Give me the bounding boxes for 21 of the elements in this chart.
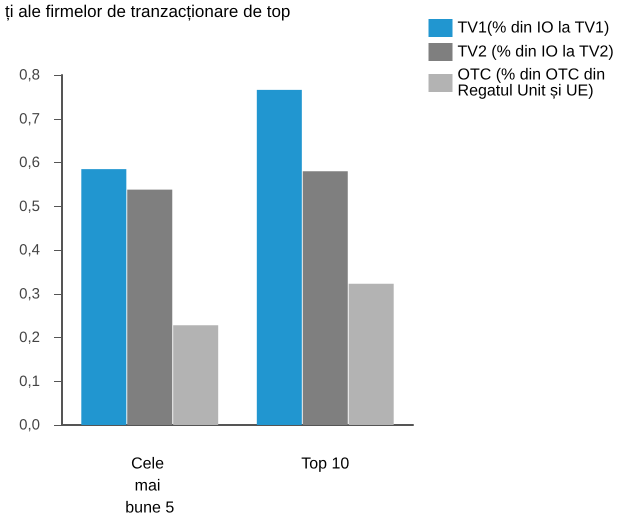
legend-label: TV2 (% din IO la TV2) xyxy=(458,44,614,60)
bar xyxy=(348,284,394,425)
y-tick-label: 0,2 xyxy=(19,329,40,346)
y-tick-label: 0,7 xyxy=(19,110,40,128)
y-tick-label: 0,8 xyxy=(19,66,40,84)
legend-label: OTC (% din OTC din Regatul Unit și UE) xyxy=(458,66,610,100)
y-tick-label: 0,0 xyxy=(19,416,40,434)
bar xyxy=(302,171,348,425)
y-tick-label: 0,4 xyxy=(19,242,40,258)
chart-title: ți ale firmelor de tranzacționare de top xyxy=(5,2,290,21)
y-tick-label: 0,5 xyxy=(19,198,40,215)
bar xyxy=(256,90,302,425)
bar xyxy=(127,190,172,425)
y-tick-label: 0,1 xyxy=(19,372,40,390)
x-tick-label: Cele mai bune 5 xyxy=(125,456,174,516)
y-tick-label: 0,3 xyxy=(19,285,40,302)
legend-label: TV1(% din IO la TV1) xyxy=(458,20,610,36)
x-tick-label: Top 10 xyxy=(301,456,350,472)
bar xyxy=(173,325,218,425)
bar xyxy=(81,169,126,425)
y-tick-label: 0,6 xyxy=(19,154,40,171)
